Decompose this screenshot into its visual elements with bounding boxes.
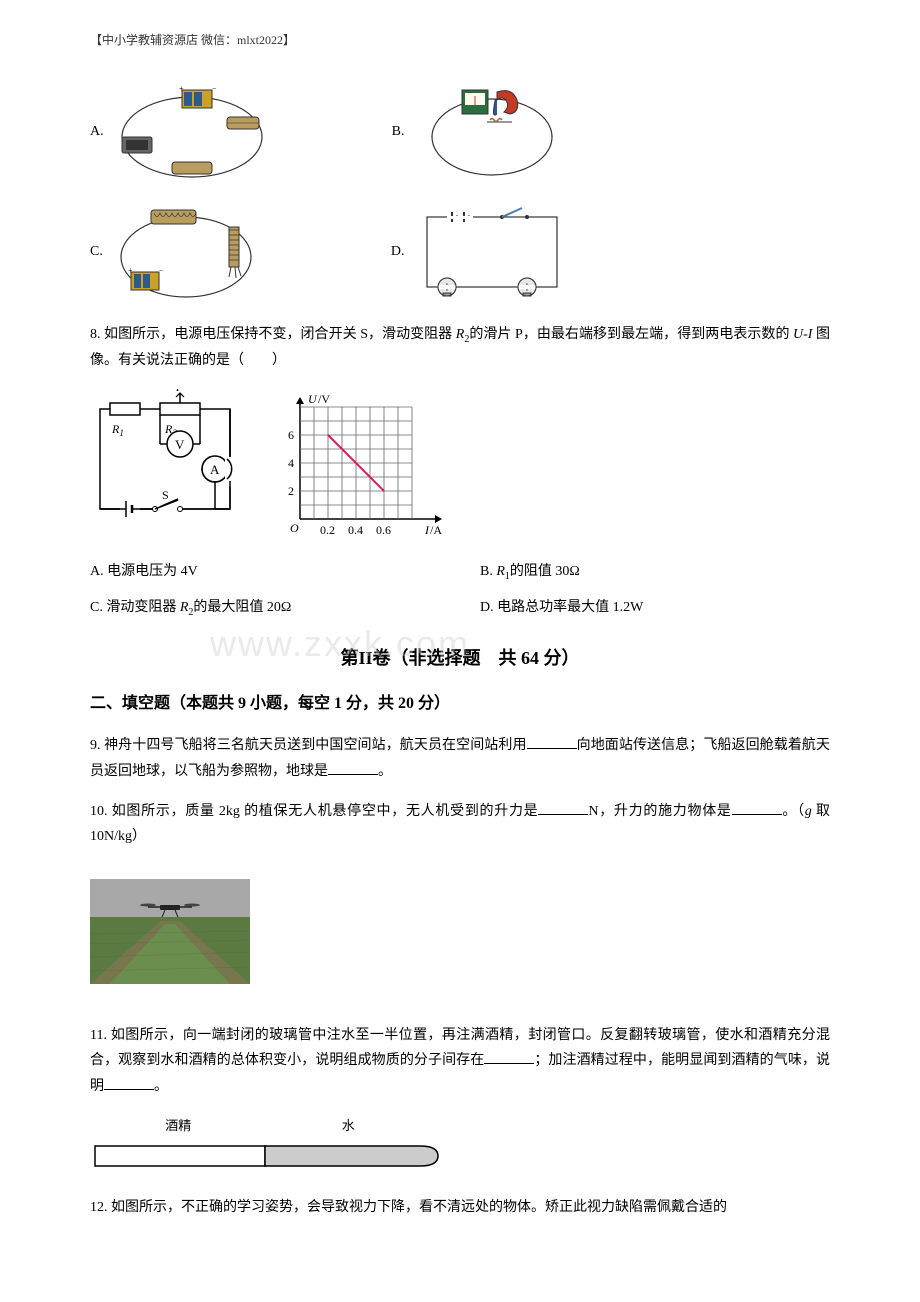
label-water: 水 [342,1114,355,1137]
svg-text:0.6: 0.6 [376,523,391,537]
q8-c-post: 的最大阻值 20Ω [193,600,291,615]
svg-text:−: − [159,266,164,275]
circuit-a: + − [112,82,272,182]
circuit-b [412,82,572,182]
page-header: 【中小学教辅资源店 微信：mlxt2022】 [90,30,830,52]
q9-blank-1 [527,735,577,749]
q10-blank-1 [538,801,588,815]
svg-text:/A: /A [430,523,442,537]
q10: 10. 如图所示，质量 2kg 的植保无人机悬停空中，无人机受到的升力是 N，升力… [90,799,830,849]
q12: 12. 如图所示，不正确的学习姿势，会导致视力下降，看不清远处的物体。矫正此视力… [90,1195,830,1220]
svg-text:0.2: 0.2 [320,523,335,537]
q9-blank-2 [328,761,378,775]
circuit-d [412,202,572,302]
svg-text:P: P [175,389,183,394]
q11-p3: 。 [154,1079,168,1094]
q8-text: 8. 如图所示，电源电压保持不变，闭合开关 S，滑动变阻器 R2的滑片 P，由最… [90,322,830,374]
opt-a-label: A. [90,119,104,144]
q8-chart: U /V I /A 2 4 6 0.2 0.4 0.6 O [270,389,450,539]
q8-c-pre: C. 滑动变阻器 [90,600,180,615]
label-alcohol: 酒精 [165,1114,191,1137]
q8-b-r: R [496,564,505,579]
svg-text:V: V [175,437,185,452]
svg-text:2: 2 [288,484,294,498]
q8-circuit: R1 P R2 V A [90,389,240,529]
svg-text:S: S [162,488,169,502]
q8-opt-d: D. 电路总功率最大值 1.2W [480,595,830,622]
opt-d: D. [391,202,573,302]
svg-text:0.4: 0.4 [348,523,363,537]
q8-b-post: 的阻值 30Ω [510,564,580,579]
q9: 9. 神舟十四号飞船将三名航天员送到中国空间站，航天员在空间站利用向地面站传送信… [90,733,830,783]
q8-opt-b: B. R1的阻值 30Ω [480,559,830,586]
q7-row-1: A. + − [90,82,830,182]
q8-ui: U-I [793,327,812,342]
svg-text:A: A [210,462,220,477]
q11: 11. 如图所示，向一端封闭的玻璃管中注水至一半位置，再注满酒精，封闭管口。反复… [90,1023,830,1099]
svg-text:O: O [290,521,299,535]
q7-row-2: C. + [90,202,830,302]
svg-text:−: − [212,84,217,93]
svg-text:+: + [179,84,184,93]
svg-text:+: + [128,266,133,275]
svg-text:4: 4 [288,456,294,470]
opt-c-label: C. [90,239,103,264]
q11-blank-1 [484,1050,534,1064]
drone-image [90,879,250,984]
svg-text:U: U [308,392,318,406]
q8-opt-c: C. 滑动变阻器 R2的最大阻值 20Ω [90,595,440,622]
q8-t1: 8. 如图所示，电源电压保持不变，闭合开关 S，滑动变阻器 [90,327,456,342]
opt-b-label: B. [392,119,405,144]
svg-text:/V: /V [318,392,330,406]
q8-b-pre: B. [480,564,496,579]
q11-tube-labels: 酒精 水 [90,1114,430,1137]
q10-p1: 10. 如图所示，质量 2kg 的植保无人机悬停空中，无人机受到的升力是 [90,804,538,819]
opt-d-label: D. [391,239,405,264]
q11-tube [90,1141,450,1171]
opt-c: C. + [90,202,271,302]
q10-g: g [805,804,812,819]
opt-b: B. [392,82,573,182]
section-2-title: 第II卷（非选择题 共 64 分） [90,642,830,674]
q10-p2: N，升力的施力物体是 [588,804,731,819]
q9-p1: 9. 神舟十四号飞船将三名航天员送到中国空间站，航天员在空间站利用 [90,738,527,753]
svg-text:6: 6 [288,428,294,442]
q8-options: A. 电源电压为 4V B. R1的阻值 30Ω C. 滑动变阻器 R2的最大阻… [90,559,830,623]
q10-p3: 。（ [782,804,805,819]
q12-p1: 12. 如图所示，不正确的学习姿势，会导致视力下降，看不清远处的物体。矫正此视力… [90,1200,727,1215]
q9-p3: 。 [378,764,392,779]
circuit-c: + − [111,202,271,302]
section-2-sub: 二、填空题（本题共 9 小题，每空 1 分，共 20 分） [90,690,830,719]
q11-blank-2 [104,1076,154,1090]
q8-t2: 的滑片 P，由最右端移到最左端，得到两电表示数的 [469,327,793,342]
q8-figures: R1 P R2 V A [90,389,830,539]
q10-blank-3 [732,801,782,815]
svg-text:R1: R1 [111,422,124,438]
q8-opt-a: A. 电源电压为 4V [90,559,440,586]
opt-a: A. + − [90,82,272,182]
